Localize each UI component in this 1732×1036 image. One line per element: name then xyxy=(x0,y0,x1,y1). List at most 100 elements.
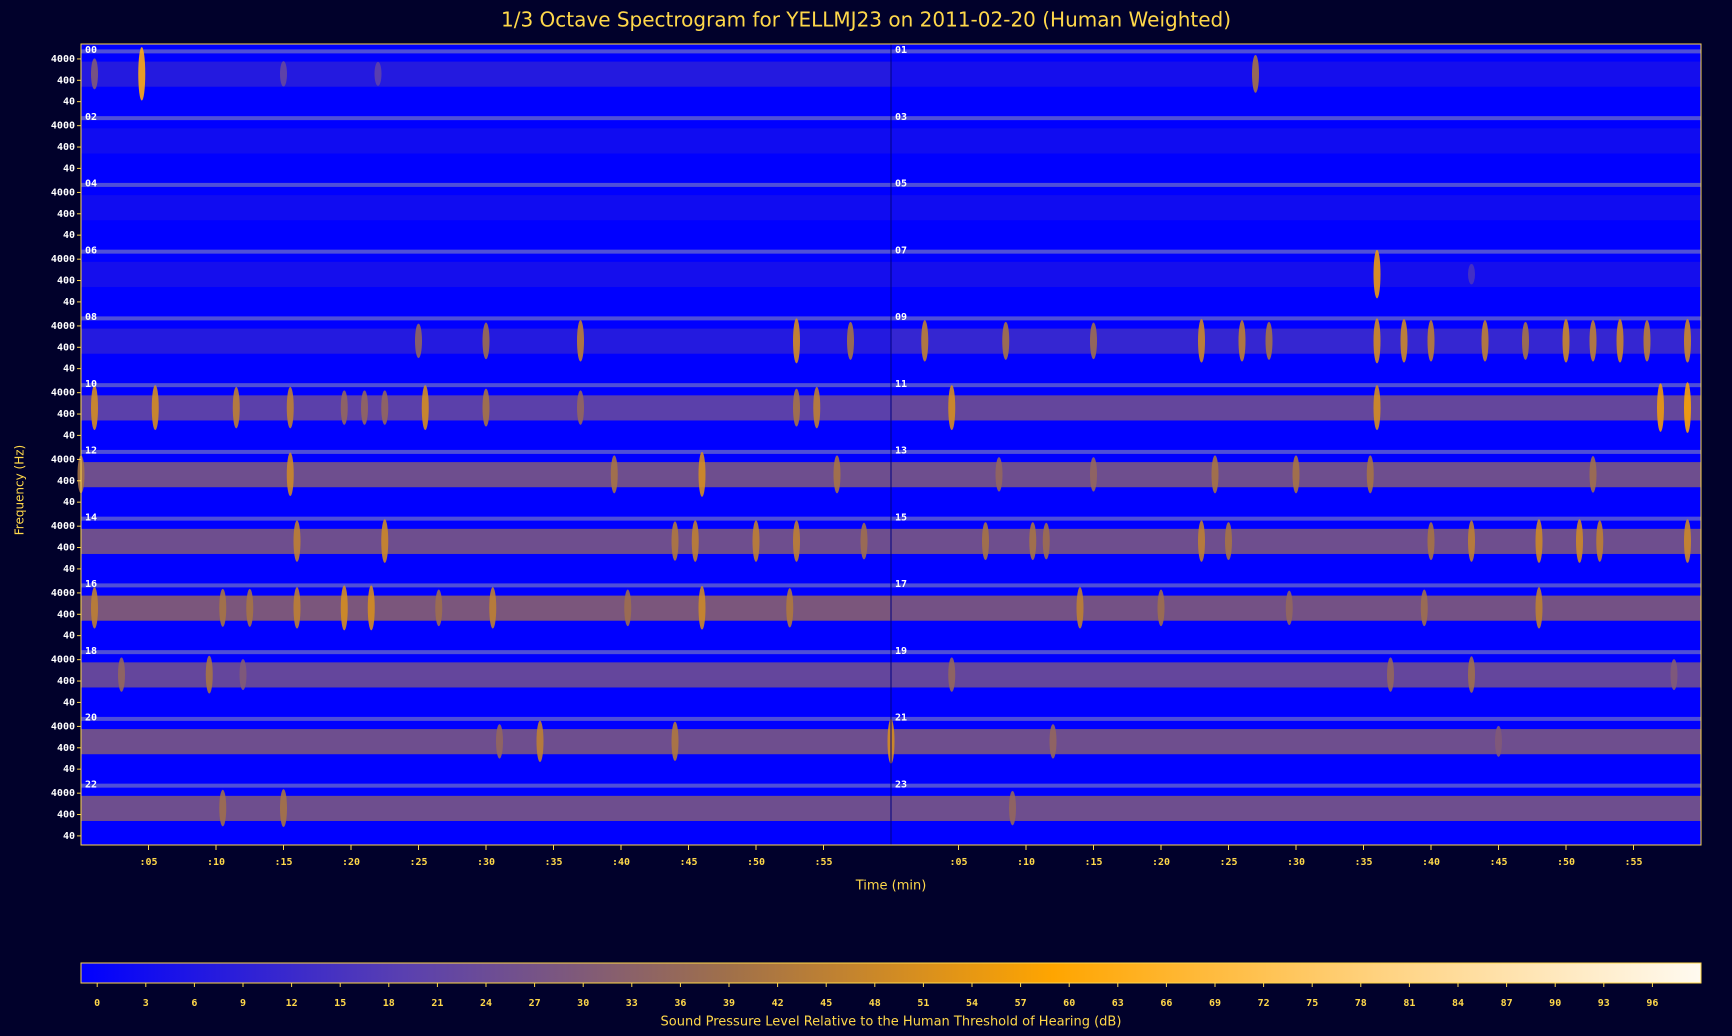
y-tick-label: 40 xyxy=(63,697,75,708)
colorbar-tick-label: 96 xyxy=(1646,998,1658,1009)
sound-event xyxy=(246,589,253,627)
sound-event xyxy=(1644,320,1651,362)
panel-label: 10 xyxy=(85,379,97,390)
sound-event xyxy=(1657,383,1664,432)
sound-event xyxy=(1596,520,1603,562)
background-band xyxy=(891,662,1701,687)
x-tick-label: :55 xyxy=(814,857,832,868)
colorbar-tick-label: 87 xyxy=(1501,998,1513,1009)
sound-event xyxy=(1684,382,1691,433)
background-band xyxy=(891,62,1701,87)
panel-label: 19 xyxy=(895,646,907,657)
sound-event xyxy=(1590,456,1597,493)
sound-event xyxy=(91,58,98,89)
colorbar-tick-label: 30 xyxy=(577,998,589,1009)
colorbar-tick-label: 57 xyxy=(1015,998,1027,1009)
sound-event xyxy=(692,520,699,562)
sound-event xyxy=(1536,587,1543,629)
panel-label: 21 xyxy=(895,713,907,724)
y-tick-label: 4000 xyxy=(51,54,75,65)
sound-event xyxy=(1212,455,1219,493)
colorbar-tick-label: 33 xyxy=(626,998,638,1009)
sound-event xyxy=(948,657,955,692)
high-freq-stripe xyxy=(81,49,891,53)
chart-title: 1/3 Octave Spectrogram for YELLMJ23 on 2… xyxy=(501,8,1231,32)
sound-event xyxy=(672,521,679,560)
sound-event xyxy=(1090,323,1097,360)
sound-event xyxy=(368,585,375,630)
sound-event xyxy=(341,390,348,425)
sound-event xyxy=(435,590,442,627)
sound-event xyxy=(699,452,706,497)
y-tick-label: 400 xyxy=(57,209,75,220)
sound-event xyxy=(699,586,706,630)
background-band xyxy=(81,662,891,687)
y-tick-label: 400 xyxy=(57,743,75,754)
panel-label: 18 xyxy=(85,646,97,657)
background-band xyxy=(81,529,891,554)
colorbar-tick-label: 39 xyxy=(723,998,735,1009)
y-tick-label: 4000 xyxy=(51,454,75,465)
y-tick-label: 400 xyxy=(57,543,75,554)
x-tick-label: :05 xyxy=(949,857,967,868)
background-band xyxy=(81,796,891,821)
x-tick-label: :55 xyxy=(1624,857,1642,868)
panel-label: 12 xyxy=(85,446,97,457)
background-band xyxy=(81,596,891,621)
sound-event xyxy=(834,455,841,493)
sound-event xyxy=(1468,520,1475,562)
sound-event xyxy=(537,721,544,763)
sound-event xyxy=(1077,587,1084,629)
x-tick-label: :40 xyxy=(612,857,630,868)
sound-event xyxy=(1043,523,1050,560)
sound-event xyxy=(233,387,240,429)
sound-event xyxy=(1266,322,1273,360)
colorbar-tick-label: 3 xyxy=(143,998,149,1009)
y-tick-label: 400 xyxy=(57,142,75,153)
colorbar-tick-label: 24 xyxy=(480,998,492,1009)
panel-label: 08 xyxy=(85,312,97,323)
sound-event xyxy=(1374,250,1381,299)
y-tick-label: 400 xyxy=(57,409,75,420)
high-freq-stripe xyxy=(81,250,891,254)
sound-event xyxy=(793,520,800,562)
high-freq-stripe xyxy=(891,784,1701,788)
sound-event xyxy=(118,657,125,692)
sound-event xyxy=(1387,657,1394,692)
y-tick-label: 40 xyxy=(63,364,75,375)
sound-event xyxy=(1563,319,1570,363)
panel-label: 20 xyxy=(85,713,97,724)
panel-label: 16 xyxy=(85,579,97,590)
y-tick-label: 400 xyxy=(57,476,75,487)
colorbar-tick-label: 72 xyxy=(1258,998,1270,1009)
sound-event xyxy=(577,390,584,425)
y-tick-label: 4000 xyxy=(51,655,75,666)
x-tick-label: :40 xyxy=(1422,857,1440,868)
sound-event xyxy=(1468,264,1475,285)
sound-event xyxy=(280,61,287,86)
sound-event xyxy=(1428,522,1435,560)
high-freq-stripe xyxy=(891,316,1701,320)
sound-event xyxy=(1286,591,1293,626)
y-axis-label: Frequency (Hz) xyxy=(13,445,27,536)
sound-event xyxy=(1401,319,1408,363)
x-tick-label: :50 xyxy=(1557,857,1575,868)
high-freq-stripe xyxy=(81,316,891,320)
sound-event xyxy=(483,389,490,427)
sound-event xyxy=(381,519,388,563)
sound-event xyxy=(793,318,800,363)
y-tick-label: 400 xyxy=(57,75,75,86)
sound-event xyxy=(996,457,1003,492)
background-band xyxy=(81,128,891,153)
sound-event xyxy=(1029,522,1036,560)
y-tick-label: 40 xyxy=(63,163,75,174)
background-band xyxy=(891,195,1701,220)
panel-label: 23 xyxy=(895,779,907,790)
x-tick-label: :15 xyxy=(274,857,292,868)
high-freq-stripe xyxy=(891,717,1701,721)
y-tick-label: 4000 xyxy=(51,321,75,332)
high-freq-stripe xyxy=(891,116,1701,120)
colorbar-tick-label: 63 xyxy=(1112,998,1124,1009)
colorbar-tick-label: 66 xyxy=(1160,998,1172,1009)
background-band xyxy=(81,195,891,220)
